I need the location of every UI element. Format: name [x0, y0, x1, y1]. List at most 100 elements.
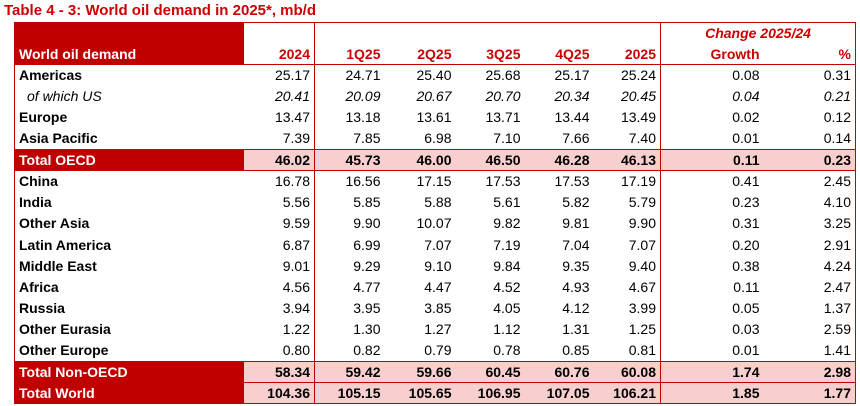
cell-2025: 9.90 — [593, 212, 661, 234]
cell-2q25: 5.88 — [424, 194, 452, 211]
cell-growth: 0.11 — [733, 278, 760, 295]
cell-2024: 1.22 — [243, 318, 315, 340]
cell-3q25: 25.68 — [485, 67, 521, 84]
cell-2024: 3.94 — [243, 297, 315, 319]
cell-4q25: 5.82 — [562, 194, 590, 211]
header-3q25: 3Q25 — [455, 22, 525, 65]
cell-2025: 4.67 — [593, 276, 661, 298]
header-2q25: 2Q25 — [384, 22, 456, 65]
table-title: Table 4 - 3: World oil demand in 2025*, … — [4, 2, 317, 19]
row-europe: Europe 13.47 13.18 13.61 13.71 13.44 13.… — [15, 106, 856, 129]
cell-percent: 2.47 — [823, 278, 851, 295]
cell-1q25: 7.85 — [353, 130, 381, 147]
cell-3q25: 5.61 — [493, 194, 521, 211]
cell-3q25: 0.78 — [493, 342, 521, 359]
cell-2024: 20.41 — [243, 85, 315, 107]
cell-2q25: 1.27 — [424, 321, 452, 338]
cell-2q25: 9.10 — [424, 257, 452, 274]
cell-growth: 0.01 — [732, 342, 760, 359]
cell-2q25: 46.00 — [384, 148, 456, 171]
cell-growth: 0.20 — [732, 236, 760, 253]
cell-growth: 0.38 — [732, 257, 760, 274]
cell-1q25: 24.71 — [345, 67, 381, 84]
cell-4q25: 4.12 — [562, 300, 590, 317]
cell-1q25: 6.99 — [353, 236, 381, 253]
cell-2q25: 13.61 — [416, 109, 452, 126]
cell-percent: 3.25 — [823, 215, 851, 232]
cell-growth: 1.74 — [660, 360, 764, 383]
row-total-oecd: Total OECD 46.02 45.73 46.00 46.50 46.28… — [14, 148, 856, 171]
cell-2q25: 3.85 — [424, 300, 452, 317]
cell-2025: 17.19 — [593, 170, 661, 192]
cell-2025: 0.81 — [593, 339, 661, 362]
row-label: Other Europe — [19, 342, 109, 359]
cell-percent: 0.12 — [823, 109, 851, 126]
cell-4q25: 9.81 — [562, 215, 590, 232]
row-total-non-oecd: Total Non-OECD 58.34 59.42 59.66 60.45 6… — [14, 360, 856, 383]
row-other-eurasia: Other Eurasia 1.22 1.30 1.27 1.12 1.31 1… — [15, 318, 856, 340]
cell-4q25: 7.66 — [562, 130, 590, 147]
header-2025: 2025 — [593, 22, 661, 65]
cell-3q25: 9.84 — [493, 257, 521, 274]
header-change-group: Change 2025/24 — [705, 25, 811, 42]
row-middle-east: Middle East 9.01 9.29 9.10 9.84 9.35 9.4… — [15, 255, 856, 277]
cell-4q25: 4.93 — [562, 278, 590, 295]
row-label: Other Eurasia — [19, 321, 111, 338]
cell-2024: 16.78 — [243, 170, 315, 192]
cell-2024: 9.01 — [243, 255, 315, 277]
row-other-asia: Other Asia 9.59 9.90 10.07 9.82 9.81 9.9… — [15, 212, 856, 234]
cell-2q25: 4.47 — [424, 278, 452, 295]
cell-percent: 2.98 — [763, 360, 856, 383]
cell-4q25: 20.34 — [554, 88, 590, 105]
cell-2025: 7.40 — [593, 128, 661, 150]
cell-2q25: 6.98 — [424, 130, 452, 147]
cell-growth: 0.05 — [732, 300, 760, 317]
cell-2025: 25.24 — [593, 64, 661, 86]
cell-1q25: 59.42 — [314, 360, 385, 383]
cell-2024: 5.56 — [243, 191, 315, 213]
row-latin-america: Latin America 6.87 6.99 7.07 7.19 7.04 7… — [15, 234, 856, 256]
cell-3q25: 9.82 — [493, 215, 521, 232]
cell-percent: 4.10 — [823, 194, 851, 211]
cell-growth: 0.02 — [732, 109, 760, 126]
cell-percent: 0.14 — [823, 130, 851, 147]
row-of-which-us: of which US 20.41 20.09 20.67 20.70 20.3… — [15, 85, 856, 107]
cell-3q25: 46.50 — [455, 148, 525, 171]
row-china: China 16.78 16.56 17.15 17.53 17.53 17.1… — [15, 170, 856, 192]
cell-growth: 0.04 — [732, 88, 760, 105]
row-india: India 5.56 5.85 5.88 5.61 5.82 5.79 0.23… — [15, 191, 856, 213]
cell-2024: 25.17 — [243, 64, 315, 86]
cell-2024: 46.02 — [243, 148, 315, 171]
row-total-world: Total World 104.36 105.15 105.65 106.95 … — [14, 381, 856, 405]
cell-percent: 1.41 — [823, 342, 851, 359]
cell-2025: 7.07 — [593, 234, 661, 256]
cell-4q25: 25.17 — [554, 67, 590, 84]
cell-2q25: 59.66 — [384, 360, 456, 383]
cell-1q25: 20.09 — [345, 88, 381, 105]
cell-2q25: 7.07 — [424, 236, 452, 253]
row-label: Total OECD — [14, 148, 244, 171]
cell-2q25: 105.65 — [384, 381, 456, 405]
cell-3q25: 60.45 — [455, 360, 525, 383]
cell-1q25: 9.29 — [353, 257, 381, 274]
row-label: Total World — [14, 381, 244, 405]
cell-2025: 46.13 — [593, 148, 661, 171]
row-russia: Russia 3.94 3.95 3.85 4.05 4.12 3.99 0.0… — [15, 297, 856, 319]
row-label: Europe — [19, 109, 68, 126]
cell-2q25: 25.40 — [416, 67, 452, 84]
row-asia-pacific: Asia Pacific 7.39 7.85 6.98 7.10 7.66 7.… — [15, 128, 856, 150]
cell-3q25: 20.70 — [485, 88, 521, 105]
row-label: of which US — [27, 88, 102, 105]
cell-2024: 104.36 — [243, 381, 315, 405]
cell-4q25: 13.44 — [554, 109, 590, 126]
cell-3q25: 4.52 — [493, 278, 521, 295]
header-growth: Growth — [660, 43, 764, 65]
cell-growth: 0.41 — [732, 173, 760, 190]
cell-4q25: 0.85 — [562, 342, 590, 359]
cell-3q25: 1.12 — [493, 321, 521, 338]
cell-4q25: 46.28 — [524, 148, 594, 171]
cell-2024: 9.59 — [243, 212, 315, 234]
cell-2025: 1.25 — [593, 318, 661, 340]
cell-1q25: 5.85 — [353, 194, 381, 211]
cell-1q25: 16.56 — [345, 173, 381, 190]
